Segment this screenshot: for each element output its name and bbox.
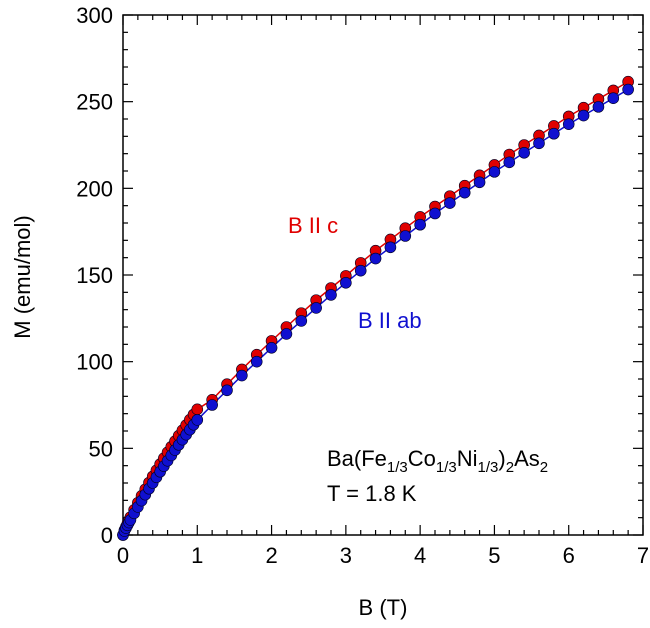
y-axis-title: M (emu/mol) xyxy=(10,215,35,338)
formula-part-1: Ba(Fe xyxy=(327,446,387,471)
compound-formula: Ba(Fe1/3Co1/3Ni1/3)2As2 xyxy=(327,446,548,476)
formula-sub-3: 1/3 xyxy=(478,459,499,476)
x-tick-label: 2 xyxy=(265,543,277,568)
data-point-ab xyxy=(458,186,471,199)
x-tick-label: 0 xyxy=(117,543,129,568)
x-tick-label: 1 xyxy=(191,543,203,568)
y-tick-label: 300 xyxy=(76,3,113,28)
data-point-ab xyxy=(533,137,545,150)
y-tick-label: 50 xyxy=(89,436,113,461)
data-point-ab xyxy=(310,302,322,314)
data-point-ab xyxy=(429,207,441,220)
y-axis-ticks: 0 50 100 150 200 250 300 xyxy=(76,3,643,548)
data-point-c xyxy=(191,403,204,416)
formula-part-4: ) xyxy=(498,446,505,471)
formula-part-5: As xyxy=(514,446,540,471)
series-label-c: B II c xyxy=(288,213,338,238)
data-point-ab xyxy=(265,341,278,354)
series-points xyxy=(117,75,634,541)
data-point-ab xyxy=(369,252,382,265)
x-tick-label: 3 xyxy=(340,543,352,568)
data-point-ab xyxy=(191,414,204,426)
y-tick-label: 150 xyxy=(76,263,113,288)
x-axis-ticks: 0 1 2 3 4 5 6 7 xyxy=(117,15,649,568)
data-point-ab xyxy=(414,218,426,231)
data-point-ab xyxy=(354,264,367,277)
data-point-ab xyxy=(206,399,218,411)
data-point-ab xyxy=(592,101,605,113)
x-axis-title: B (T) xyxy=(359,595,408,620)
formula-part-2: Co xyxy=(408,446,436,471)
data-point-ab xyxy=(622,83,634,96)
x-tick-label: 7 xyxy=(637,543,649,568)
data-point-ab xyxy=(503,156,516,169)
data-point-ab xyxy=(221,384,233,397)
y-tick-label: 100 xyxy=(76,350,113,375)
data-point-ab xyxy=(280,328,293,340)
y-tick-label: 200 xyxy=(76,176,113,201)
y-tick-label: 250 xyxy=(76,90,113,115)
x-tick-label: 5 xyxy=(488,543,500,568)
formula-sub-4: 2 xyxy=(506,459,514,476)
data-point-ab xyxy=(577,109,590,122)
data-point-ab xyxy=(399,230,412,242)
data-point-ab xyxy=(607,92,620,104)
data-point-ab xyxy=(340,276,352,289)
data-point-ab xyxy=(444,197,456,209)
data-point-ab xyxy=(488,166,501,178)
data-point-ab xyxy=(236,369,248,382)
x-tick-label: 6 xyxy=(563,543,575,568)
formula-sub-1: 1/3 xyxy=(387,459,408,476)
data-point-ab xyxy=(250,355,263,368)
formula-part-3: Ni xyxy=(457,446,478,471)
data-point-ab xyxy=(473,176,486,189)
data-point-ab xyxy=(384,241,397,254)
y-tick-label: 0 xyxy=(101,523,113,548)
temperature-label: T = 1.8 K xyxy=(327,481,417,506)
data-point-ab xyxy=(562,118,575,130)
data-point-ab xyxy=(295,315,308,327)
data-point-ab xyxy=(518,147,530,159)
formula-sub-2: 1/3 xyxy=(436,459,457,476)
series-label-ab: B II ab xyxy=(358,308,422,333)
formula-sub-5: 2 xyxy=(540,459,548,476)
x-tick-label: 4 xyxy=(414,543,426,568)
data-point-ab xyxy=(325,289,337,301)
data-point-ab xyxy=(548,127,560,140)
